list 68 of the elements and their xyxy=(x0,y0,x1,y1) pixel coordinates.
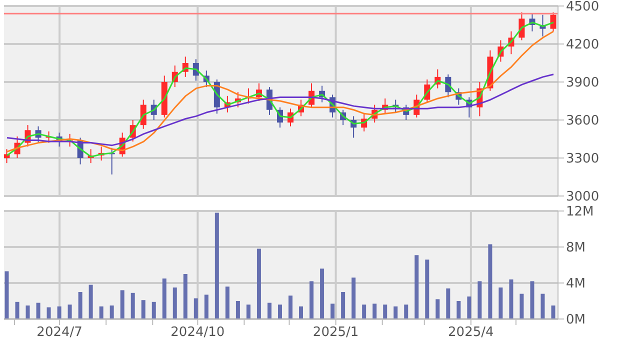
bar xyxy=(352,278,356,319)
bar xyxy=(162,278,166,319)
bar xyxy=(540,294,545,319)
bar xyxy=(383,304,388,319)
bar xyxy=(478,281,482,319)
y-tick-label: 4M xyxy=(566,276,586,292)
bar xyxy=(530,281,534,319)
y-tick-label: 3600 xyxy=(566,114,600,129)
bar xyxy=(183,274,188,319)
x-tick-label: 2024/7 xyxy=(36,325,82,340)
y-tick-label: 0M xyxy=(566,312,586,328)
bar xyxy=(214,212,219,319)
bar xyxy=(341,292,346,319)
bar xyxy=(68,304,72,319)
bar xyxy=(246,304,250,319)
y-tick-label: 3300 xyxy=(566,152,600,167)
bar xyxy=(446,288,450,319)
bar xyxy=(488,244,492,319)
bar xyxy=(299,306,304,319)
bar xyxy=(204,294,208,319)
x-tick-label: 2025/1 xyxy=(312,325,359,340)
bar xyxy=(372,304,377,319)
bar xyxy=(320,268,324,319)
bar xyxy=(194,298,198,319)
bar xyxy=(456,301,461,319)
bar xyxy=(225,286,230,319)
x-tick-label: 2025/4 xyxy=(448,325,494,340)
bar xyxy=(57,306,62,319)
bar xyxy=(141,300,146,319)
bar xyxy=(404,304,408,319)
bar xyxy=(172,288,177,319)
bar xyxy=(288,296,293,319)
bar xyxy=(256,248,261,319)
bar xyxy=(278,304,282,319)
bar xyxy=(267,302,272,319)
y-tick-label: 4200 xyxy=(566,38,600,53)
y-tick-label: 4500 xyxy=(566,0,600,15)
y-tick-label: 3000 xyxy=(566,190,600,205)
y-tick-label: 3900 xyxy=(566,76,600,91)
bar xyxy=(330,304,335,319)
bar xyxy=(310,281,314,319)
bar xyxy=(88,284,93,319)
bar xyxy=(78,292,82,319)
x-tick-label: 2024/10 xyxy=(170,325,225,340)
bar xyxy=(152,302,156,319)
bar xyxy=(4,271,9,319)
bar xyxy=(26,306,30,319)
bar xyxy=(394,306,398,319)
candlestick xyxy=(550,12,556,32)
bar xyxy=(436,299,440,319)
y-tick-label: 8M xyxy=(566,240,586,256)
bar xyxy=(36,302,40,319)
bar xyxy=(362,304,366,319)
bar xyxy=(236,301,240,319)
y-tick-label: 12M xyxy=(566,204,594,220)
bar xyxy=(130,292,135,319)
bar xyxy=(425,260,430,319)
bar xyxy=(467,296,472,319)
bar xyxy=(551,306,556,319)
bar xyxy=(99,306,104,319)
bar xyxy=(414,255,419,319)
bar xyxy=(15,302,20,319)
bar xyxy=(520,294,524,319)
bar xyxy=(509,279,514,319)
bar xyxy=(120,290,124,319)
bar xyxy=(46,307,51,319)
bar xyxy=(498,288,503,319)
bar xyxy=(110,306,114,319)
